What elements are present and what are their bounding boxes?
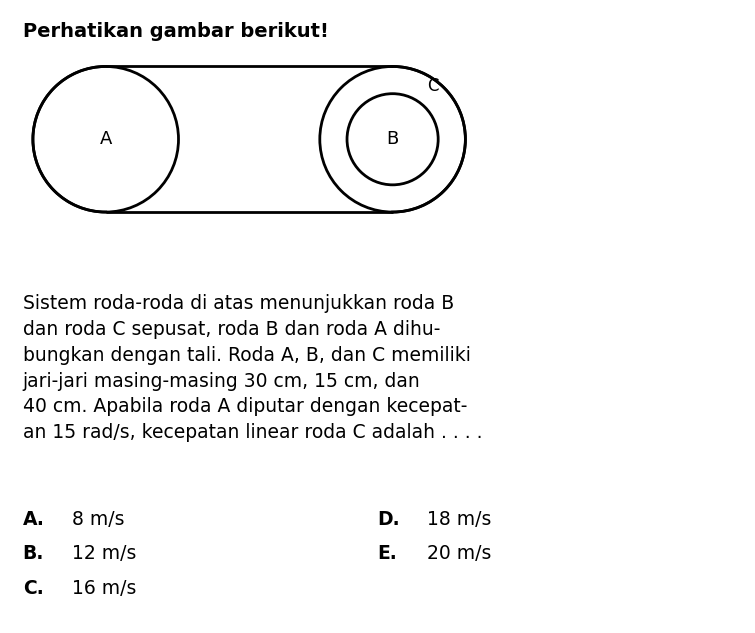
Text: Perhatikan gambar berikut!: Perhatikan gambar berikut!: [23, 22, 328, 41]
Text: A: A: [100, 130, 112, 148]
Text: C: C: [427, 77, 439, 95]
Text: 8 m/s: 8 m/s: [72, 510, 125, 529]
Text: 20 m/s: 20 m/s: [427, 544, 491, 563]
Text: B.: B.: [23, 544, 44, 563]
Text: A.: A.: [23, 510, 45, 529]
Text: D.: D.: [378, 510, 400, 529]
Text: 12 m/s: 12 m/s: [72, 544, 136, 563]
Text: 18 m/s: 18 m/s: [427, 510, 491, 529]
Text: C.: C.: [23, 579, 43, 598]
Text: E.: E.: [378, 544, 397, 563]
Text: 16 m/s: 16 m/s: [72, 579, 136, 598]
Text: Sistem roda-roda di atas menunjukkan roda B
dan roda C sepusat, roda B dan roda : Sistem roda-roda di atas menunjukkan rod…: [23, 294, 482, 442]
Text: B: B: [387, 130, 399, 148]
